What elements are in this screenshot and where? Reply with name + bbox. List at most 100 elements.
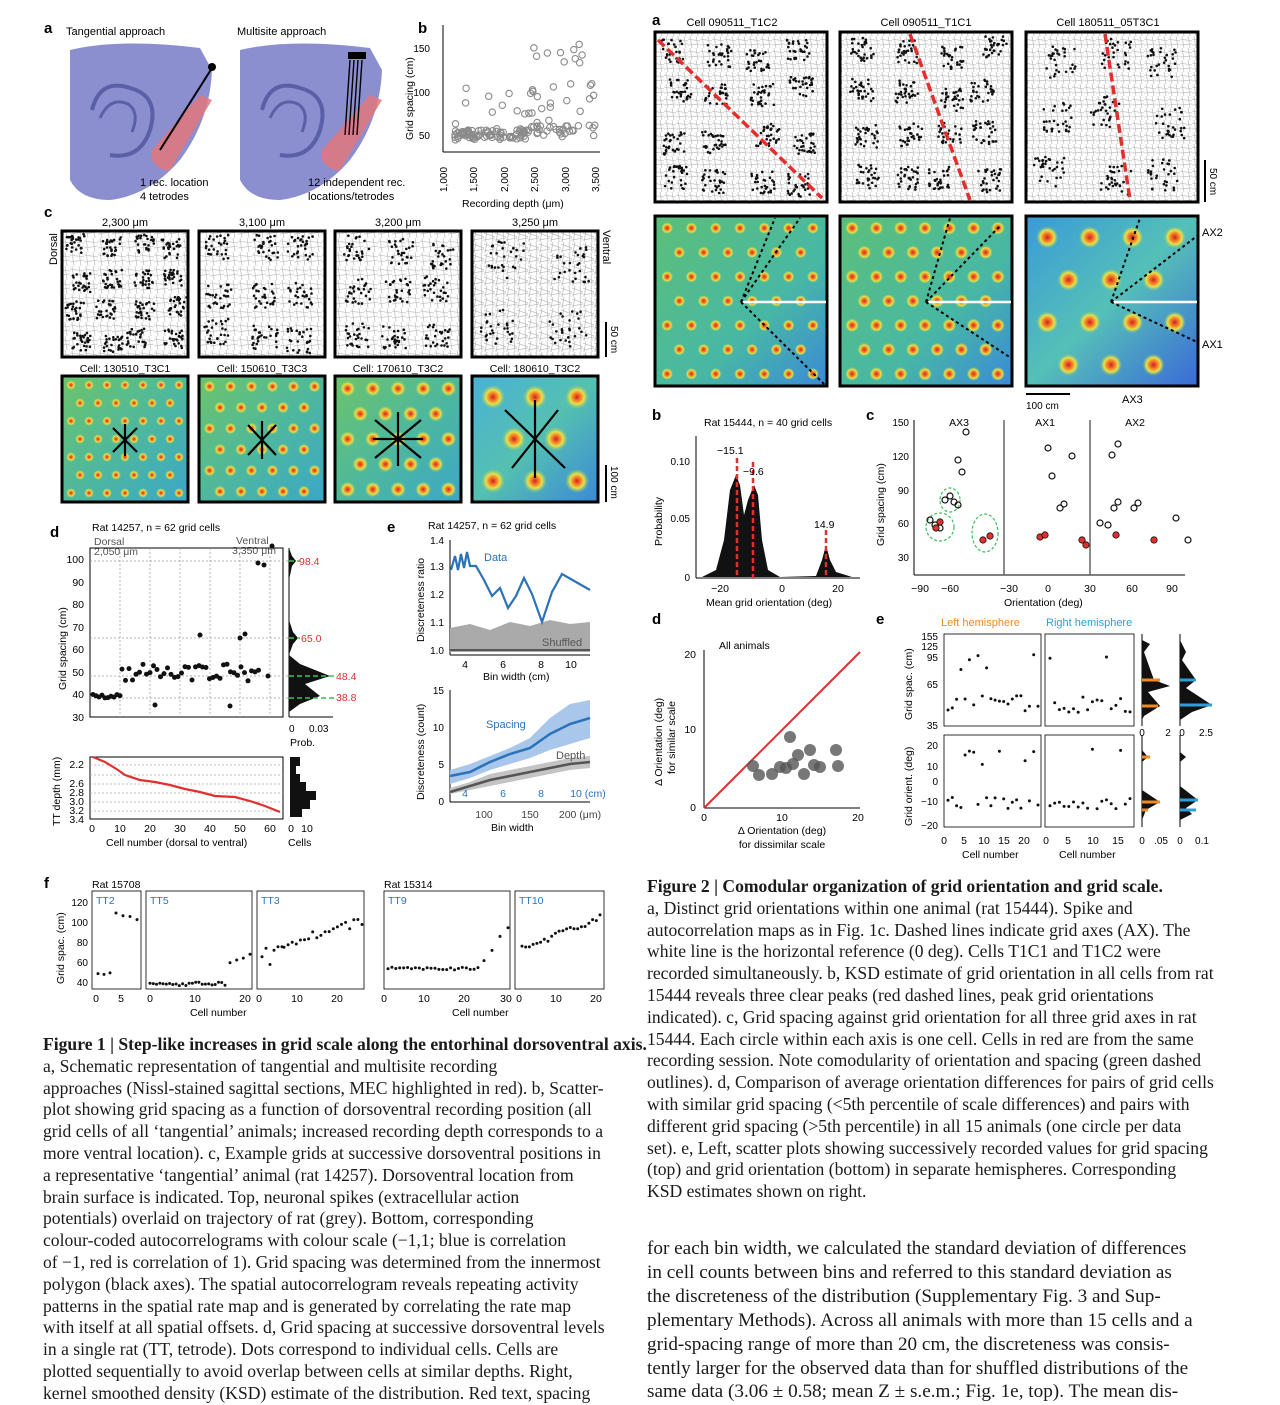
fig1-c-autocorrelograms	[60, 374, 600, 504]
spike-dot	[136, 237, 139, 240]
spike-dot	[360, 277, 364, 281]
spike-dot	[949, 65, 953, 69]
spike-dot	[904, 95, 907, 98]
spike-dot	[1041, 159, 1044, 163]
cell-point	[190, 981, 194, 985]
autocorr-peak	[165, 398, 175, 408]
spike-dot	[110, 248, 113, 251]
cell-point	[954, 501, 962, 509]
autocorr-peak	[782, 367, 795, 380]
cell-point	[535, 941, 539, 945]
spike-dot	[430, 299, 434, 302]
cell-point	[959, 806, 963, 809]
spike-dot	[771, 170, 774, 173]
fig2-e-ksd-bot-left-0: 0	[1139, 836, 1145, 847]
cell-point	[264, 946, 268, 950]
spike-dot	[702, 189, 706, 192]
spike-dot	[726, 45, 730, 48]
spike-dot	[584, 334, 588, 337]
scatter-point	[546, 103, 555, 111]
spike-dot	[942, 47, 946, 50]
svg-text:10: 10	[418, 993, 430, 1005]
spike-dot	[163, 277, 167, 281]
fig1-e-xtick2-cm-6: 6	[500, 788, 506, 800]
spike-dot	[972, 135, 975, 138]
spike-dot	[1055, 69, 1058, 72]
spike-dot	[811, 89, 814, 93]
fig1-e-shuffled-label: Shuffled	[542, 637, 582, 649]
spike-dot	[113, 307, 117, 310]
cell-point	[539, 940, 543, 944]
spike-dot	[873, 171, 876, 175]
cell-point	[151, 982, 155, 986]
spike-dot	[570, 310, 574, 313]
spike-dot	[942, 64, 945, 68]
cell-point	[976, 654, 980, 658]
autocorr-peak	[308, 422, 321, 435]
spike-dot	[765, 126, 769, 129]
spike-dot	[501, 269, 505, 273]
cell-point	[527, 945, 531, 949]
autocorr-peak	[165, 434, 175, 444]
spike-dot	[1000, 38, 1004, 42]
spike-dot	[121, 342, 124, 345]
spike-dot	[423, 288, 426, 292]
spike-dot	[307, 297, 311, 301]
spike-dot	[857, 96, 860, 100]
cell-point	[177, 984, 181, 988]
spike-dot	[895, 101, 899, 104]
spike-dot	[975, 90, 978, 94]
spike-dot	[393, 338, 397, 341]
fig2-c-ylabel: Grid spacing (cm)	[875, 463, 887, 546]
spike-dot	[151, 239, 155, 243]
autocorr-peak	[277, 401, 289, 414]
autocorr-peak	[770, 343, 783, 356]
spike-dot	[114, 249, 117, 253]
fig2-c-group-ax2: AX2	[1125, 417, 1145, 429]
spike-dot	[753, 66, 756, 69]
spike-dot	[84, 285, 87, 289]
fig1-panel-c-label: c	[44, 204, 52, 221]
spike-dot	[1042, 120, 1046, 124]
spike-dot	[1171, 126, 1175, 129]
spike-dot	[175, 338, 178, 341]
spike-dot	[179, 314, 183, 317]
spike-dot	[1108, 125, 1112, 129]
spike-dot	[865, 167, 868, 170]
scatter-point	[565, 127, 574, 135]
fig1-c-ventral: Ventral	[600, 230, 612, 264]
spike-dot	[1149, 69, 1152, 72]
spike-dot	[110, 313, 113, 316]
spike-dot	[382, 346, 386, 349]
spike-dot	[894, 92, 898, 96]
autocorr-peak	[111, 434, 121, 444]
scatter-point	[513, 107, 521, 115]
spike-dot	[267, 325, 271, 329]
spike-dot	[402, 328, 406, 332]
spike-dot	[136, 243, 140, 246]
cell-point	[1067, 805, 1071, 808]
cell-point	[985, 666, 989, 670]
spike-dot	[850, 52, 853, 55]
spike-dot	[346, 246, 349, 250]
spike-dot	[257, 331, 261, 334]
spike-dot	[251, 286, 255, 290]
spike-dot	[360, 337, 363, 340]
cell-point	[1072, 800, 1075, 804]
spike-dot	[226, 233, 230, 237]
spike-dot	[304, 242, 308, 246]
spike-dot	[715, 146, 719, 149]
spike-dot	[222, 257, 225, 261]
spike-dot	[1102, 118, 1105, 122]
fig1-e-ytick2-0: 0	[438, 797, 444, 808]
spike-dot	[1109, 37, 1113, 41]
spike-dot	[916, 125, 920, 128]
spike-dot	[301, 283, 304, 287]
spike-dot	[992, 169, 996, 172]
spike-dot	[874, 167, 878, 171]
fig2-e-ytick-top-35: 35	[927, 721, 939, 732]
spike-dot	[305, 350, 309, 354]
fig2-c-ytick-120: 120	[892, 452, 909, 463]
spike-dot	[712, 147, 715, 151]
spike-dot	[897, 50, 900, 54]
